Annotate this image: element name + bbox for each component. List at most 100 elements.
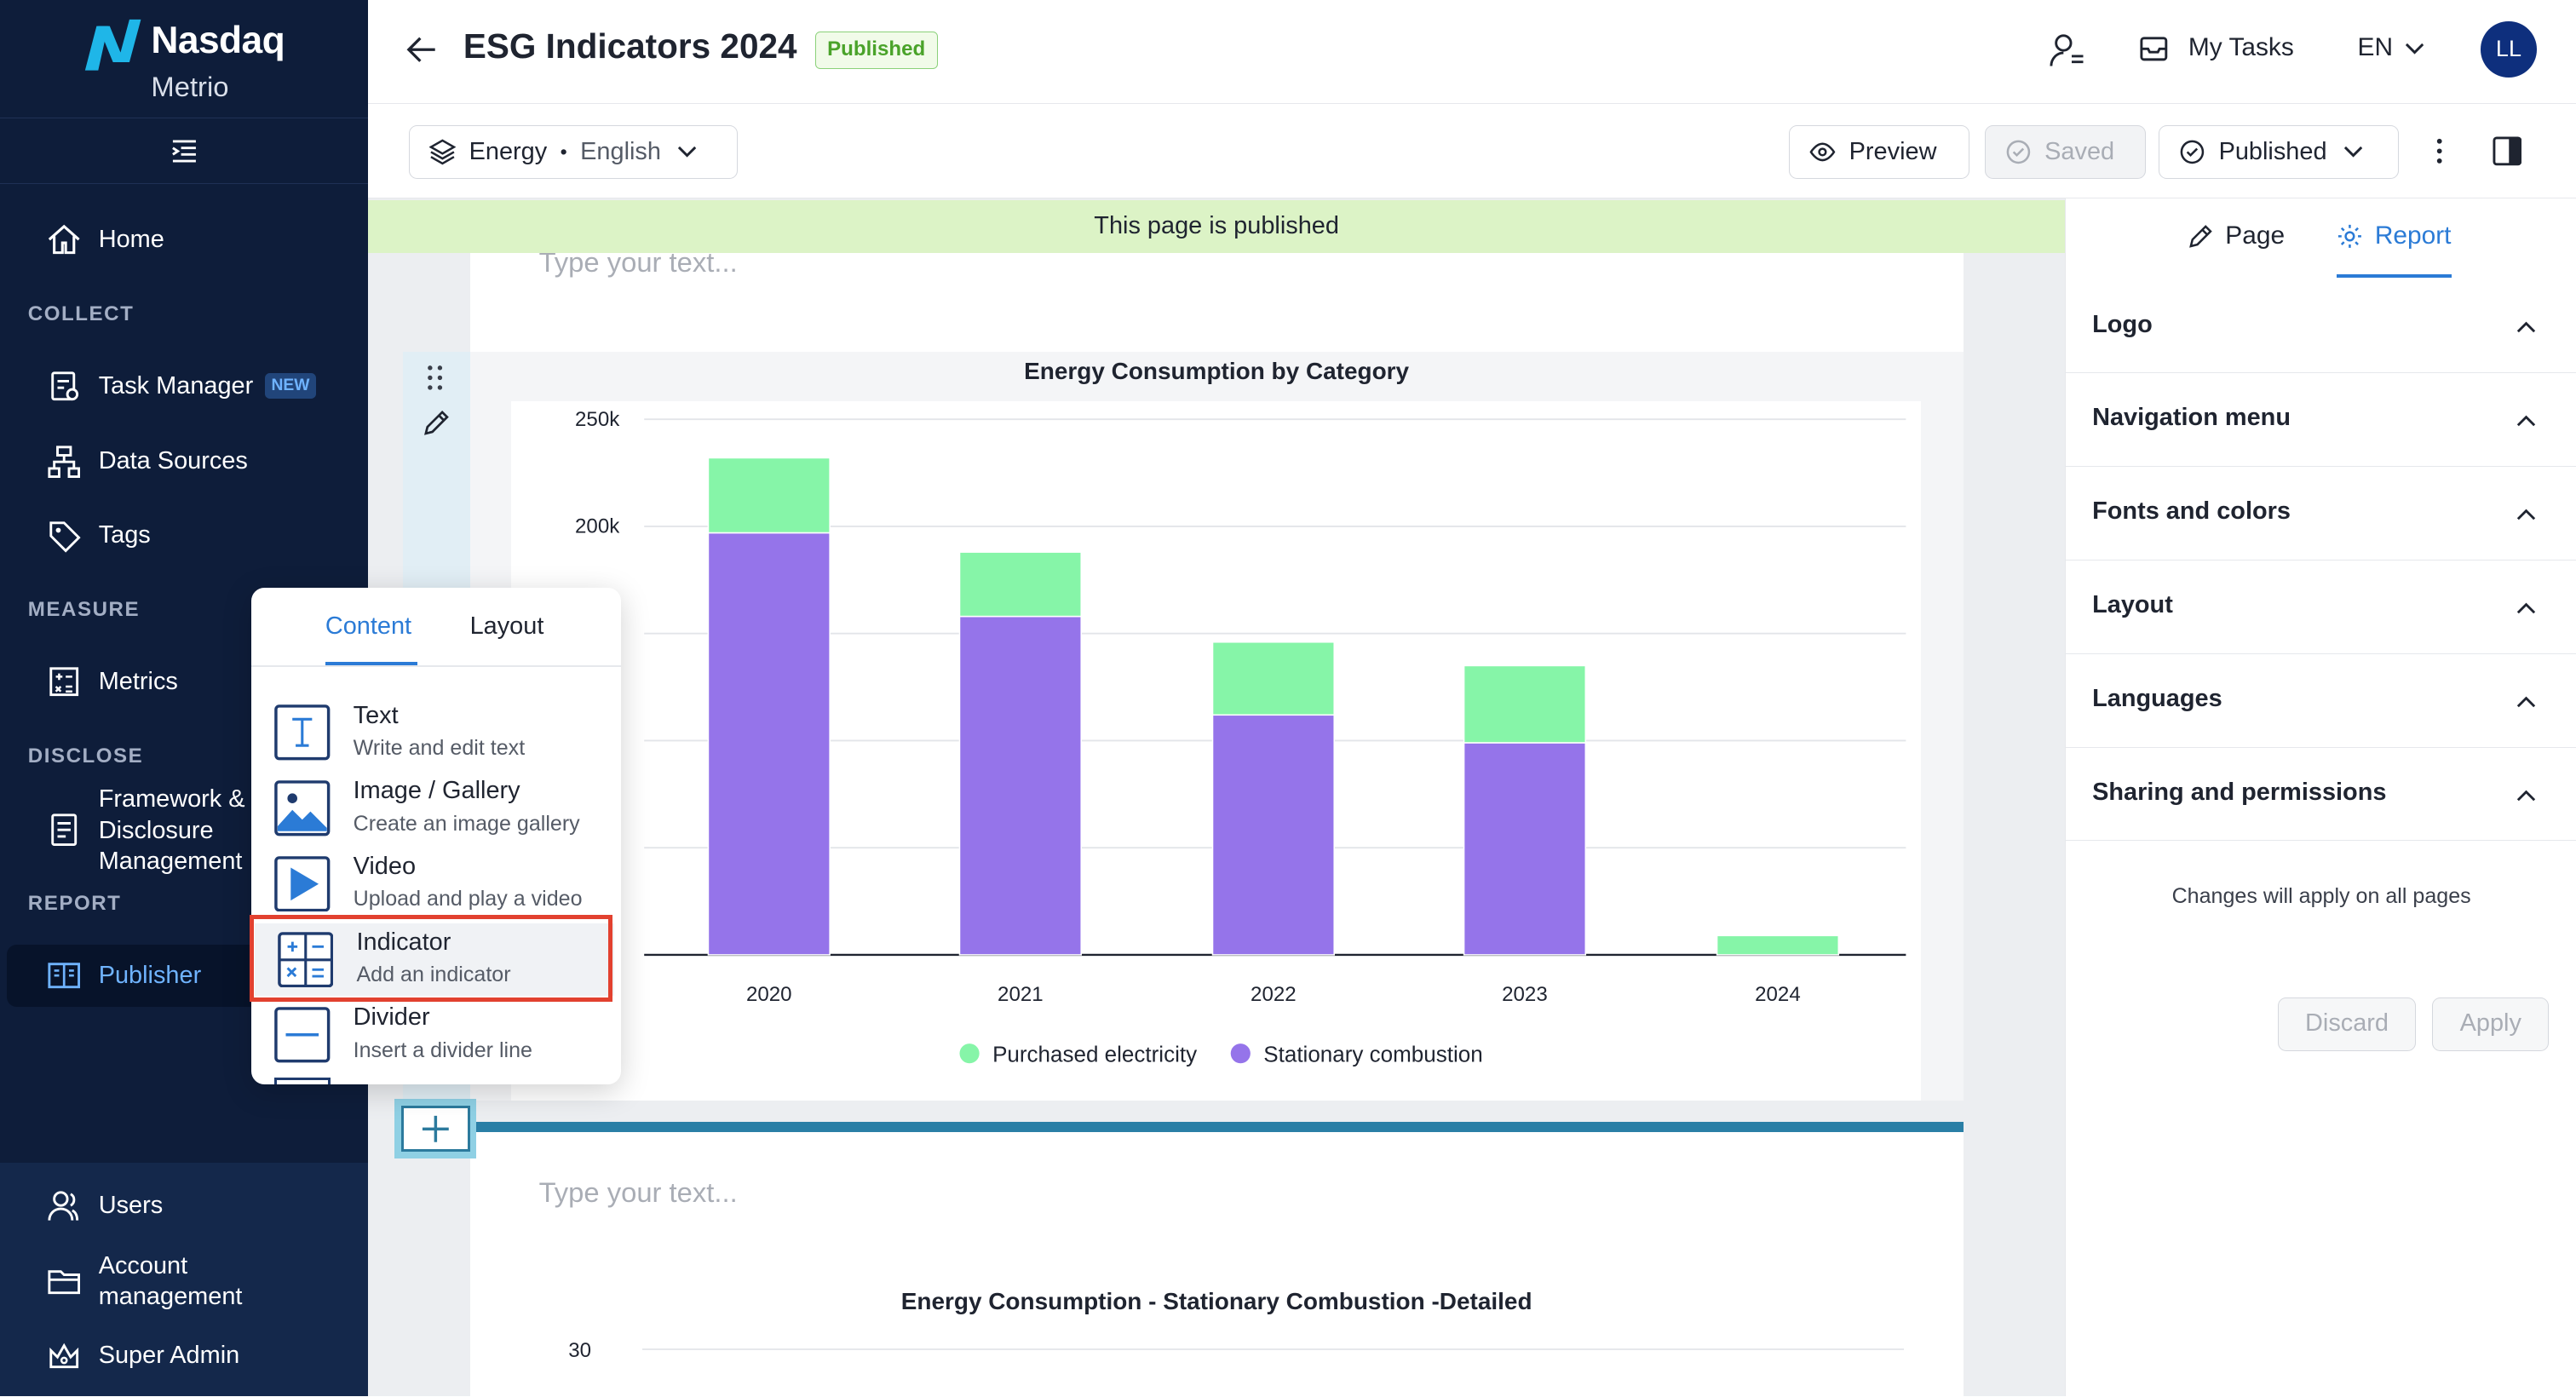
nav-tags[interactable]: Tags (46, 513, 151, 559)
menu-item-divider[interactable]: Divider Insert a divider line (274, 1002, 611, 1074)
accordion-logo[interactable]: Logo (2066, 279, 2576, 373)
legend-label: Purchased electricity (992, 1041, 1197, 1066)
menu-item-title: Text (353, 701, 399, 729)
nasdaq-logo-icon (85, 20, 141, 71)
category-label: Energy (469, 137, 548, 165)
nav-publisher[interactable]: Publisher (6, 944, 270, 1008)
accordion-navigation-menu[interactable]: Navigation menu (2066, 373, 2576, 467)
user-assign-icon[interactable] (2049, 32, 2084, 67)
nav-task-manager[interactable]: Task Manager NEW (46, 363, 317, 409)
metrics-icon (49, 667, 79, 697)
x-tick-label: 2020 (746, 983, 792, 1006)
accordion-layout[interactable]: Layout (2066, 561, 2576, 654)
menu-item-subtitle: Upload and play a video (353, 887, 583, 911)
x-tick-label: 2022 (1251, 983, 1297, 1006)
active-tab-indicator (325, 662, 417, 666)
avatar[interactable]: LL (2481, 21, 2537, 78)
accordion-label: Navigation menu (2092, 404, 2291, 432)
indicator-icon (278, 931, 334, 987)
tab-page[interactable]: Page (2188, 221, 2285, 250)
my-tasks-label: My Tasks (2188, 32, 2294, 61)
preview-label: Preview (1849, 137, 1937, 165)
menu-item-image-gallery[interactable]: Image / Gallery Create an image gallery (274, 775, 611, 848)
data-sources-icon (48, 446, 81, 478)
publish-state-label: Published (2218, 137, 2327, 165)
nav-publisher-label: Publisher (98, 962, 202, 990)
more-options-icon[interactable] (2433, 136, 2446, 166)
menu-item-subtitle: Add an indicator (356, 963, 511, 987)
insert-block-menu: Content Layout Text Write and edit text … (251, 588, 621, 1084)
task-icon (51, 371, 79, 401)
menu-item-text[interactable]: Text Write and edit text (274, 700, 611, 773)
category-language-selector[interactable]: Energy • English (409, 124, 738, 180)
preview-button[interactable]: Preview (1789, 124, 1970, 180)
chevron-up-icon (2516, 321, 2535, 333)
nav-super-admin-label: Super Admin (98, 1341, 240, 1369)
text-placeholder-bottom[interactable]: Type your text... (538, 1176, 738, 1208)
back-arrow-icon[interactable] (405, 33, 439, 66)
nav-home[interactable]: Home (46, 217, 164, 263)
x-tick-label: 2021 (998, 983, 1044, 1006)
menu-item-subtitle: Write and edit text (353, 736, 526, 760)
legend-dot (1230, 1043, 1251, 1063)
saved-button[interactable]: Saved (1984, 124, 2146, 180)
nav-account-line2: management (98, 1283, 243, 1311)
logo-area: Nasdaq Metrio (0, 0, 368, 118)
nav-home-label: Home (98, 226, 164, 254)
nav-data-sources[interactable]: Data Sources (46, 439, 248, 485)
apply-button[interactable]: Apply (2432, 997, 2550, 1052)
section-report: REPORT (27, 892, 122, 916)
video-icon (274, 855, 331, 912)
menu-item-indicator[interactable]: Indicator Add an indicator (254, 923, 615, 996)
language-selector[interactable]: EN (2358, 30, 2437, 72)
accordion-label: Languages (2092, 685, 2222, 713)
menu-item-title: Image / Gallery (353, 777, 520, 805)
status-badge: Published (814, 31, 938, 69)
menu-item-video[interactable]: Video Upload and play a video (274, 851, 611, 923)
collapse-menu-icon (171, 140, 196, 163)
chevron-down-icon (2406, 43, 2424, 55)
nav-framework-line1: Framework & (98, 785, 245, 813)
chevron-down-icon (2343, 146, 2363, 158)
home-icon (48, 225, 80, 255)
nav-users[interactable]: Users (46, 1183, 163, 1229)
accordion-label: Sharing and permissions (2092, 779, 2387, 807)
divider (251, 665, 621, 667)
bar-2023-stationary-combustion (1463, 741, 1586, 956)
nav-account-management[interactable]: Account management (46, 1250, 358, 1313)
tab-layout[interactable]: Layout (469, 612, 544, 641)
bar-2020-stationary-combustion (707, 532, 831, 956)
tab-page-label: Page (2225, 221, 2286, 250)
nav-super-admin[interactable]: Super Admin (46, 1332, 239, 1378)
insert-position-line (476, 1122, 1964, 1132)
drag-handle-icon[interactable] (427, 365, 443, 391)
brand-name: Nasdaq (151, 20, 285, 62)
chevron-up-icon (2516, 696, 2535, 708)
publish-state-dropdown[interactable]: Published (2159, 124, 2399, 180)
language-label: EN (2357, 32, 2394, 61)
chart2-title: Energy Consumption - Stationary Combusti… (900, 1288, 1532, 1314)
accordion-sharing-and-permissions[interactable]: Sharing and permissions (2066, 748, 2576, 842)
collapse-sidebar-button[interactable] (0, 118, 368, 184)
accordion-languages[interactable]: Languages (2066, 654, 2576, 748)
nav-account-line1: Account (98, 1251, 188, 1279)
toggle-panel-icon[interactable] (2493, 136, 2522, 166)
discard-button[interactable]: Discard (2278, 997, 2417, 1052)
add-block-button[interactable] (394, 1099, 477, 1158)
accordion-fonts-and-colors[interactable]: Fonts and colors (2066, 467, 2576, 561)
tab-report[interactable]: Report (2337, 221, 2451, 250)
my-tasks-button[interactable]: My Tasks (2139, 30, 2303, 72)
menu-item-subtitle: Create an image gallery (353, 811, 580, 836)
new-badge: NEW (264, 373, 317, 400)
pencil-icon (2189, 225, 2212, 248)
tab-content[interactable]: Content (325, 612, 412, 641)
tab-report-label: Report (2374, 221, 2452, 250)
x-tick-label: 2024 (1755, 983, 1801, 1006)
pencil-icon[interactable] (423, 409, 451, 437)
crown-icon (49, 1342, 79, 1369)
nav-metrics[interactable]: Metrics (46, 658, 178, 704)
nav-framework[interactable]: Framework & Disclosure Management (46, 784, 358, 879)
text-block-top[interactable]: Type your text... (469, 246, 1964, 352)
nav-metrics-label: Metrics (98, 667, 178, 695)
text-block-bottom[interactable]: Type your text... Energy Consumption - S… (469, 1131, 1964, 1397)
